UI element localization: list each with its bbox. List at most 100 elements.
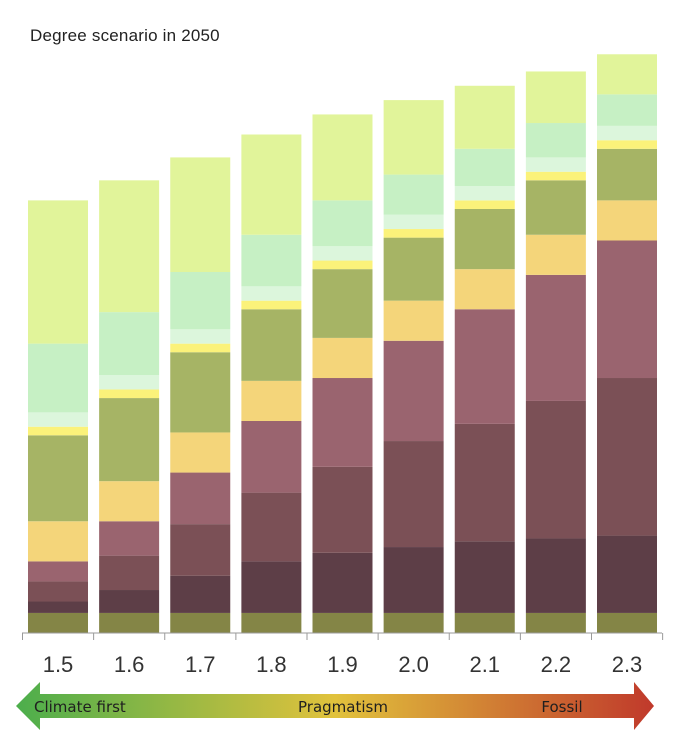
bar-segment-1.5-layer-10 (28, 200, 88, 344)
bar-segment-2.0-layer-4 (383, 340, 444, 442)
tick-label-1.6: 1.6 (114, 652, 145, 677)
bar-segment-2.0-layer-2 (383, 547, 444, 613)
bar-segment-1.8-layer-9 (241, 234, 302, 287)
bar-segment-2.2-layer-3 (525, 400, 586, 539)
bar-segment-2.2-layer-4 (525, 274, 586, 401)
arrow-label-fossil: Fossil (541, 698, 582, 716)
bar-segment-2.0-layer-5 (383, 300, 444, 341)
bar-segment-1.8-layer-8 (241, 286, 302, 301)
bar-segment-2.2-layer-2 (525, 538, 586, 613)
bar-segment-1.6-layer-2 (99, 590, 160, 613)
bar-segment-1.9-layer-8 (312, 246, 373, 261)
bar-segment-1.7-layer-3 (170, 524, 231, 576)
bar-segment-2.0-layer-10 (383, 100, 444, 175)
bar-segment-1.7-layer-7 (170, 343, 231, 353)
tick-label-1.8: 1.8 (256, 652, 287, 677)
bar-segment-1.6-layer-7 (99, 389, 160, 399)
bar-segment-2.0-layer-6 (383, 237, 444, 301)
bar-segment-2.0-layer-1 (383, 612, 444, 633)
bar-segment-1.9-layer-3 (312, 466, 373, 553)
bar-segment-1.5-layer-3 (28, 581, 88, 602)
bar-segment-1.7-layer-9 (170, 272, 231, 330)
bar-segment-1.9-layer-1 (312, 612, 373, 633)
bar-segment-1.8-layer-10 (241, 134, 302, 235)
bar-segment-2.3-layer-7 (597, 140, 657, 149)
bar-segment-2.0-layer-9 (383, 174, 444, 215)
bar-segment-2.1-layer-3 (454, 423, 515, 542)
bar-segment-2.3-layer-1 (597, 612, 657, 633)
bar-segment-1.9-layer-9 (312, 200, 373, 247)
bar-segment-2.1-layer-2 (454, 541, 515, 613)
bar-segment-1.9-layer-4 (312, 378, 373, 467)
x-axis-ticks (22, 633, 664, 640)
bar-segment-2.2-layer-9 (525, 123, 586, 158)
bar-segment-1.5-layer-4 (28, 561, 88, 582)
bar-segment-1.6-layer-5 (99, 481, 160, 522)
bar-segment-1.5-layer-5 (28, 521, 88, 562)
bar-segment-2.1-layer-5 (454, 269, 515, 310)
bar-segment-1.6-layer-3 (99, 555, 160, 591)
bar-segment-1.9-layer-5 (312, 337, 373, 379)
bar-segment-1.5-layer-1 (28, 612, 88, 633)
bar-segment-2.0-layer-8 (383, 214, 444, 230)
bar-segment-1.6-layer-9 (99, 312, 160, 376)
scenario-arrow: Climate first Pragmatism Fossil (16, 682, 654, 730)
bar-segment-1.5-layer-7 (28, 426, 88, 436)
tick-label-2.1: 2.1 (469, 652, 500, 677)
bar-segment-2.3-layer-4 (597, 240, 657, 379)
bar-segment-2.0-layer-7 (383, 229, 444, 238)
bar-segment-1.9-layer-10 (312, 114, 373, 201)
bar-segment-1.7-layer-8 (170, 329, 231, 344)
bar-segment-2.3-layer-5 (597, 200, 657, 241)
bar-segment-2.1-layer-9 (454, 148, 515, 187)
bar-segment-1.8-layer-5 (241, 380, 302, 421)
bar-segment-2.0-layer-3 (383, 441, 444, 548)
bars-group (28, 54, 657, 633)
bar-segment-1.5-layer-2 (28, 601, 88, 613)
bar-segment-1.7-layer-5 (170, 432, 231, 473)
bar-segment-2.3-layer-10 (597, 54, 657, 95)
bar-segment-1.7-layer-6 (170, 352, 231, 433)
tick-label-2.0: 2.0 (398, 652, 429, 677)
bar-segment-2.3-layer-3 (597, 378, 657, 536)
bar-segment-1.9-layer-7 (312, 260, 373, 270)
bar-segment-2.1-layer-1 (454, 612, 515, 633)
bar-segment-1.6-layer-1 (99, 612, 160, 633)
tick-label-2.2: 2.2 (541, 652, 572, 677)
bar-segment-1.5-layer-9 (28, 343, 88, 413)
bar-segment-2.1-layer-7 (454, 200, 515, 209)
bar-segment-1.9-layer-6 (312, 269, 373, 338)
bar-segment-1.7-layer-10 (170, 157, 231, 273)
bar-segment-2.2-layer-7 (525, 171, 586, 181)
bar-segment-1.6-layer-4 (99, 521, 160, 556)
bar-segment-2.1-layer-10 (454, 85, 515, 149)
bar-segment-1.7-layer-2 (170, 575, 231, 613)
bar-segment-1.6-layer-6 (99, 398, 160, 482)
bar-segment-1.7-layer-4 (170, 472, 231, 525)
bar-segment-1.8-layer-7 (241, 300, 302, 310)
bar-segment-1.9-layer-2 (312, 552, 373, 613)
bar-segment-2.3-layer-8 (597, 125, 657, 141)
bar-segment-1.5-layer-8 (28, 412, 88, 427)
bar-segment-1.8-layer-3 (241, 492, 302, 562)
x-axis-tick-labels: 1.5 1.6 1.7 1.8 1.9 2.0 2.1 2.2 2.3 (43, 652, 643, 677)
tick-label-1.7: 1.7 (185, 652, 216, 677)
bar-segment-1.8-layer-4 (241, 420, 302, 493)
bar-segment-1.6-layer-10 (99, 180, 160, 313)
bar-segment-1.8-layer-2 (241, 561, 302, 613)
bar-segment-2.3-layer-2 (597, 535, 657, 613)
bar-segment-2.3-layer-6 (597, 148, 657, 201)
bar-segment-1.8-layer-6 (241, 309, 302, 381)
tick-label-2.3: 2.3 (612, 652, 643, 677)
tick-label-1.9: 1.9 (327, 652, 358, 677)
tick-label-1.5: 1.5 (43, 652, 74, 677)
bar-segment-2.2-layer-1 (525, 612, 586, 633)
bar-segment-2.2-layer-8 (525, 157, 586, 172)
bar-segment-2.2-layer-5 (525, 234, 586, 275)
bar-segment-1.7-layer-1 (170, 612, 231, 633)
bar-segment-2.2-layer-6 (525, 180, 586, 235)
bar-segment-2.1-layer-6 (454, 208, 515, 270)
bar-segment-2.1-layer-4 (454, 309, 515, 424)
bar-segment-1.8-layer-1 (241, 612, 302, 633)
